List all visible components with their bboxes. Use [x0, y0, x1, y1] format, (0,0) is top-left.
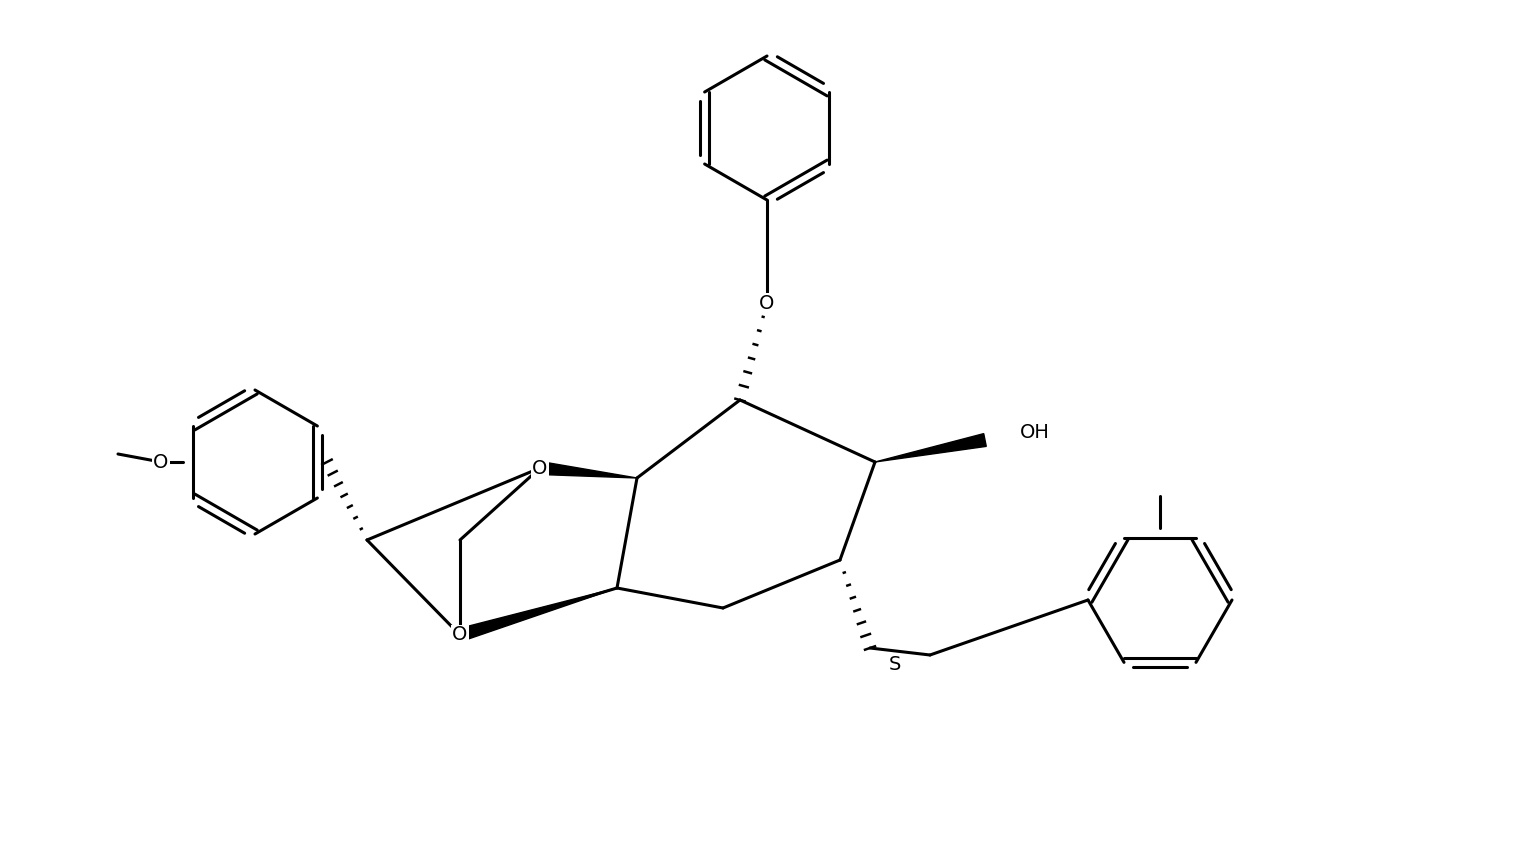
Polygon shape [540, 461, 637, 478]
Text: O: O [453, 626, 468, 644]
Text: O: O [532, 459, 548, 477]
Polygon shape [459, 588, 617, 641]
Text: S: S [888, 656, 900, 674]
Polygon shape [874, 433, 986, 462]
Text: O: O [153, 453, 169, 471]
Text: OH: OH [1020, 422, 1049, 442]
Text: O: O [759, 293, 775, 313]
